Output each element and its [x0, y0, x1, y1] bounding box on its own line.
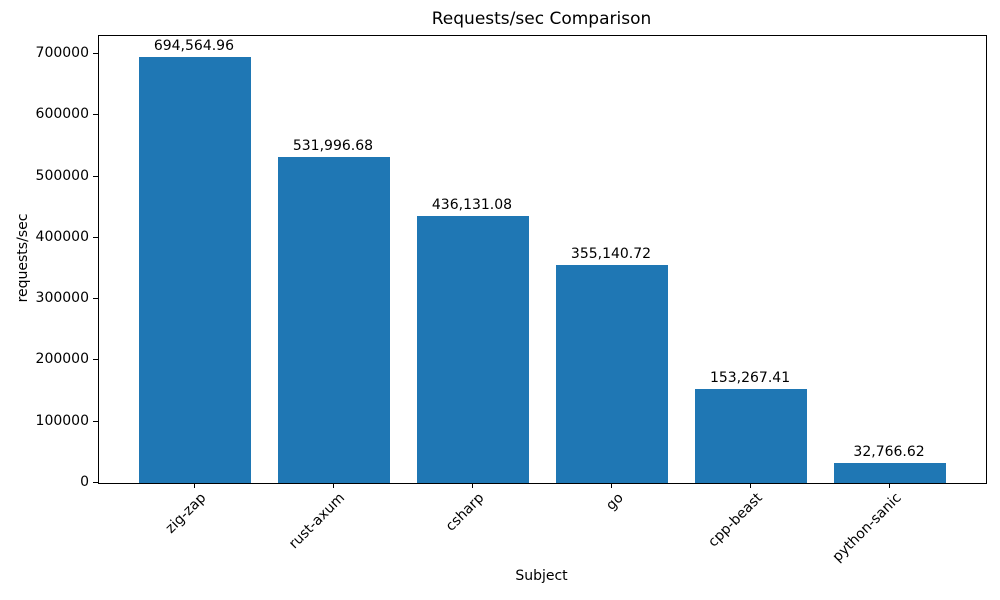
x-tick-label-go: go — [602, 490, 627, 514]
y-tick — [93, 236, 98, 238]
x-tick-label-python-sanic: python-sanic — [829, 490, 905, 566]
x-tick-label-csharp: csharp — [442, 490, 488, 535]
x-tick-label-zig-zap: zig-zap — [162, 490, 210, 537]
y-tick-label: 300000 — [35, 290, 89, 307]
y-tick-label: 200000 — [35, 351, 89, 368]
bar-rust-axum — [278, 156, 390, 483]
y-tick — [93, 298, 98, 300]
bar-zig-zap — [139, 57, 251, 483]
y-tick-label: 700000 — [35, 44, 89, 61]
y-tick-label: 0 — [80, 474, 89, 490]
bar-value-label: 153,267.41 — [709, 370, 791, 387]
bar-csharp — [417, 215, 529, 483]
y-tick-label: 500000 — [35, 167, 89, 184]
bar-value-label: 694,564.96 — [153, 38, 235, 55]
y-tick — [93, 114, 98, 116]
x-tick-label-rust-axum: rust-axum — [286, 490, 349, 553]
y-tick — [93, 359, 98, 361]
x-tick — [611, 483, 612, 488]
y-tick — [93, 482, 98, 483]
x-tick — [332, 483, 334, 488]
chart-title: Requests/sec Comparison — [431, 9, 652, 29]
y-tick-label: 100000 — [35, 412, 89, 429]
y-axis-label: requests/sec — [15, 213, 31, 303]
bar-cpp-beast — [695, 389, 807, 483]
y-tick — [93, 52, 98, 54]
x-tick — [889, 483, 891, 488]
y-tick — [93, 175, 98, 177]
y-tick — [93, 420, 98, 422]
plot-area — [98, 35, 987, 484]
bar-value-label: 32,766.62 — [853, 443, 925, 460]
x-tick — [193, 483, 195, 488]
y-tick-label: 400000 — [35, 228, 89, 245]
x-tick — [750, 483, 752, 488]
y-tick-label: 600000 — [35, 106, 89, 123]
bar-value-label: 436,131.08 — [431, 196, 513, 213]
bar-python-sanic — [834, 462, 946, 483]
bar-go — [556, 265, 668, 483]
bar-value-label: 355,140.72 — [570, 246, 652, 263]
x-tick-label-cpp-beast: cpp-beast — [704, 490, 766, 551]
x-axis-label: Subject — [515, 568, 568, 584]
bar-value-label: 531,996.68 — [292, 137, 374, 154]
x-tick — [471, 483, 473, 488]
